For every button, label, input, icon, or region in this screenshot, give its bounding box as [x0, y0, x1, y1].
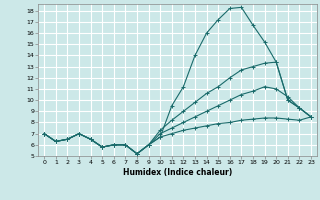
X-axis label: Humidex (Indice chaleur): Humidex (Indice chaleur): [123, 168, 232, 177]
